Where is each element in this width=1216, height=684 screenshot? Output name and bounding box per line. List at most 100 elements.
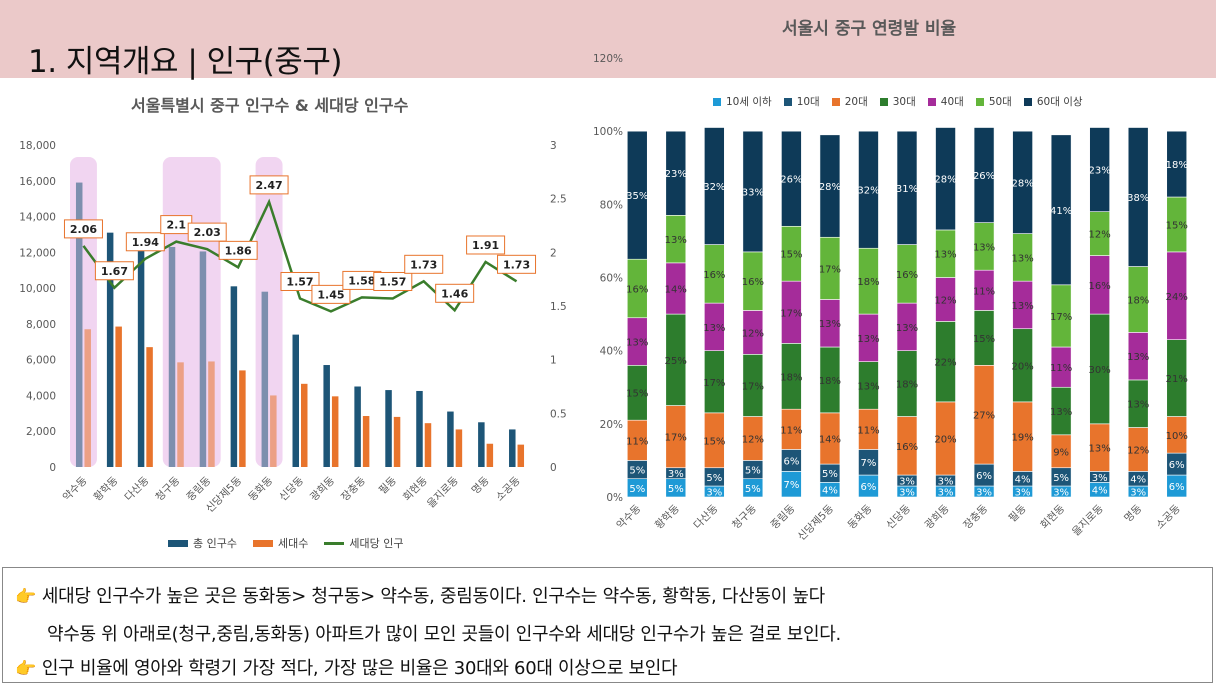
legend-label: 60대 이상 [1036,96,1083,108]
x-tick-label: 을지로동 [425,474,461,510]
header-band [0,0,1216,78]
segment-label: 28% [1011,178,1033,189]
segment-label: 3% [668,469,684,480]
segment-label: 11% [973,286,995,297]
bar-households [486,443,494,467]
stack-segment-6 [1089,127,1110,212]
data-label-box [94,261,134,281]
bar-total-pop [447,411,454,467]
age-ratio-chart: 0% 20% 40% 60% 80% 100% 120% 5% 5% 11% 15% 13% 16% 35… [593,53,1188,543]
segment-label: 27% [973,411,995,422]
segment-label: 13% [1127,352,1149,363]
bar-households [301,383,308,467]
bar-households [331,396,339,467]
stack-segment-6 [781,130,802,227]
x-tick-label: 신당제5동 [796,502,837,543]
x-tick-label: 다산동 [691,502,720,531]
segment-label: 13% [1011,253,1033,264]
segment-label: 18% [896,380,918,391]
x-tick-label: 광희동 [923,502,952,531]
data-label-text: 1.57 [286,275,313,288]
bar-total-pop [106,232,114,467]
segment-label: 3% [1015,488,1031,499]
stack-segment-6 [1127,127,1149,267]
segment-label: 3% [1053,488,1069,499]
bar-total-pop [416,390,423,467]
data-label-box [125,232,165,252]
segment-label: 41% [1050,206,1072,217]
data-label-0: 2.06 [63,219,103,239]
y-tick-label: 12,000 [19,247,56,259]
segment-label: 3% [976,488,992,499]
x-tick-label: 장충동 [339,474,368,503]
stack-segment-6 [1166,130,1188,198]
segment-label: 20% [934,434,956,445]
segment-label: 16% [626,284,648,295]
y-tick-label: 4,000 [26,390,56,402]
bar-households [362,416,370,467]
legend-item-5: 50대 [975,94,1012,109]
segment-label: 28% [934,175,956,186]
data-label-text: 1.86 [225,244,252,257]
data-label-box [280,271,320,291]
segment-label: 13% [1011,301,1033,312]
bar-total-pop [199,251,207,467]
segment-label: 13% [1050,407,1072,418]
segment-label: 3% [899,477,915,488]
segment-label: 12% [742,434,764,445]
y-tick-label: 2,000 [26,426,56,438]
age-chart-title: 서울시 중구 연령발 비율 [782,19,957,39]
y-tick-label: 60% [600,273,623,285]
segment-label: 12% [742,328,764,339]
legend-swatch [783,97,792,106]
data-label-8: 1.45 [311,284,351,304]
data-label-box [497,254,537,274]
segment-label: 15% [626,389,648,400]
segment-label: 28% [819,182,841,193]
segment-label: 38% [1127,193,1149,204]
segment-label: 18% [857,277,879,288]
stack-segment-6 [973,127,995,223]
bar-total-pop [509,429,516,467]
data-label-box [63,219,103,239]
segment-label: 13% [973,242,995,253]
segment-label: 17% [665,433,687,444]
segment-label: 4% [1130,475,1146,486]
segment-label: 13% [934,250,956,261]
segment-label: 16% [1089,281,1111,292]
bar-households [177,362,184,467]
x-tick-label: 광희동 [308,474,337,503]
legend-swatch [879,97,888,106]
legend-label: 50대 [988,96,1012,108]
segment-label: 13% [857,381,879,392]
bar-total-pop [230,286,238,467]
population-chart: 0 2,000 4,000 6,000 8,000 10,000 12,000 14,000 1… [19,140,566,515]
segment-label: 15% [780,250,802,261]
x-tick-label: 소공동 [1154,502,1183,531]
bar-total-pop [323,365,330,467]
y2-tick-label: 3 [550,140,557,152]
data-label-text: 2.47 [255,179,282,192]
x-tick-label: 명동 [470,474,492,496]
segment-label: 13% [626,338,648,349]
legend-item-3: 30대 [879,94,916,109]
x-tick-label: 중림동 [769,502,798,531]
data-label-box [404,254,444,274]
segment-label: 11% [626,436,648,447]
data-label-5: 1.86 [218,240,258,260]
segment-label: 18% [1127,295,1149,306]
x-tick-label: 중림동 [184,474,213,503]
segment-label: 7% [861,458,877,469]
segment-label: 12% [934,295,956,306]
segment-label: 15% [973,334,995,345]
segment-label: 3% [938,477,954,488]
stack-segment-6 [896,130,918,245]
segment-label: 16% [896,442,918,453]
segment-label: 31% [896,184,918,195]
segment-label: 6% [783,456,799,467]
segment-label: 33% [742,188,764,199]
bar-households [424,423,432,467]
segment-label: 5% [745,484,761,495]
data-label-box [466,235,506,255]
segment-label: 5% [629,466,645,477]
